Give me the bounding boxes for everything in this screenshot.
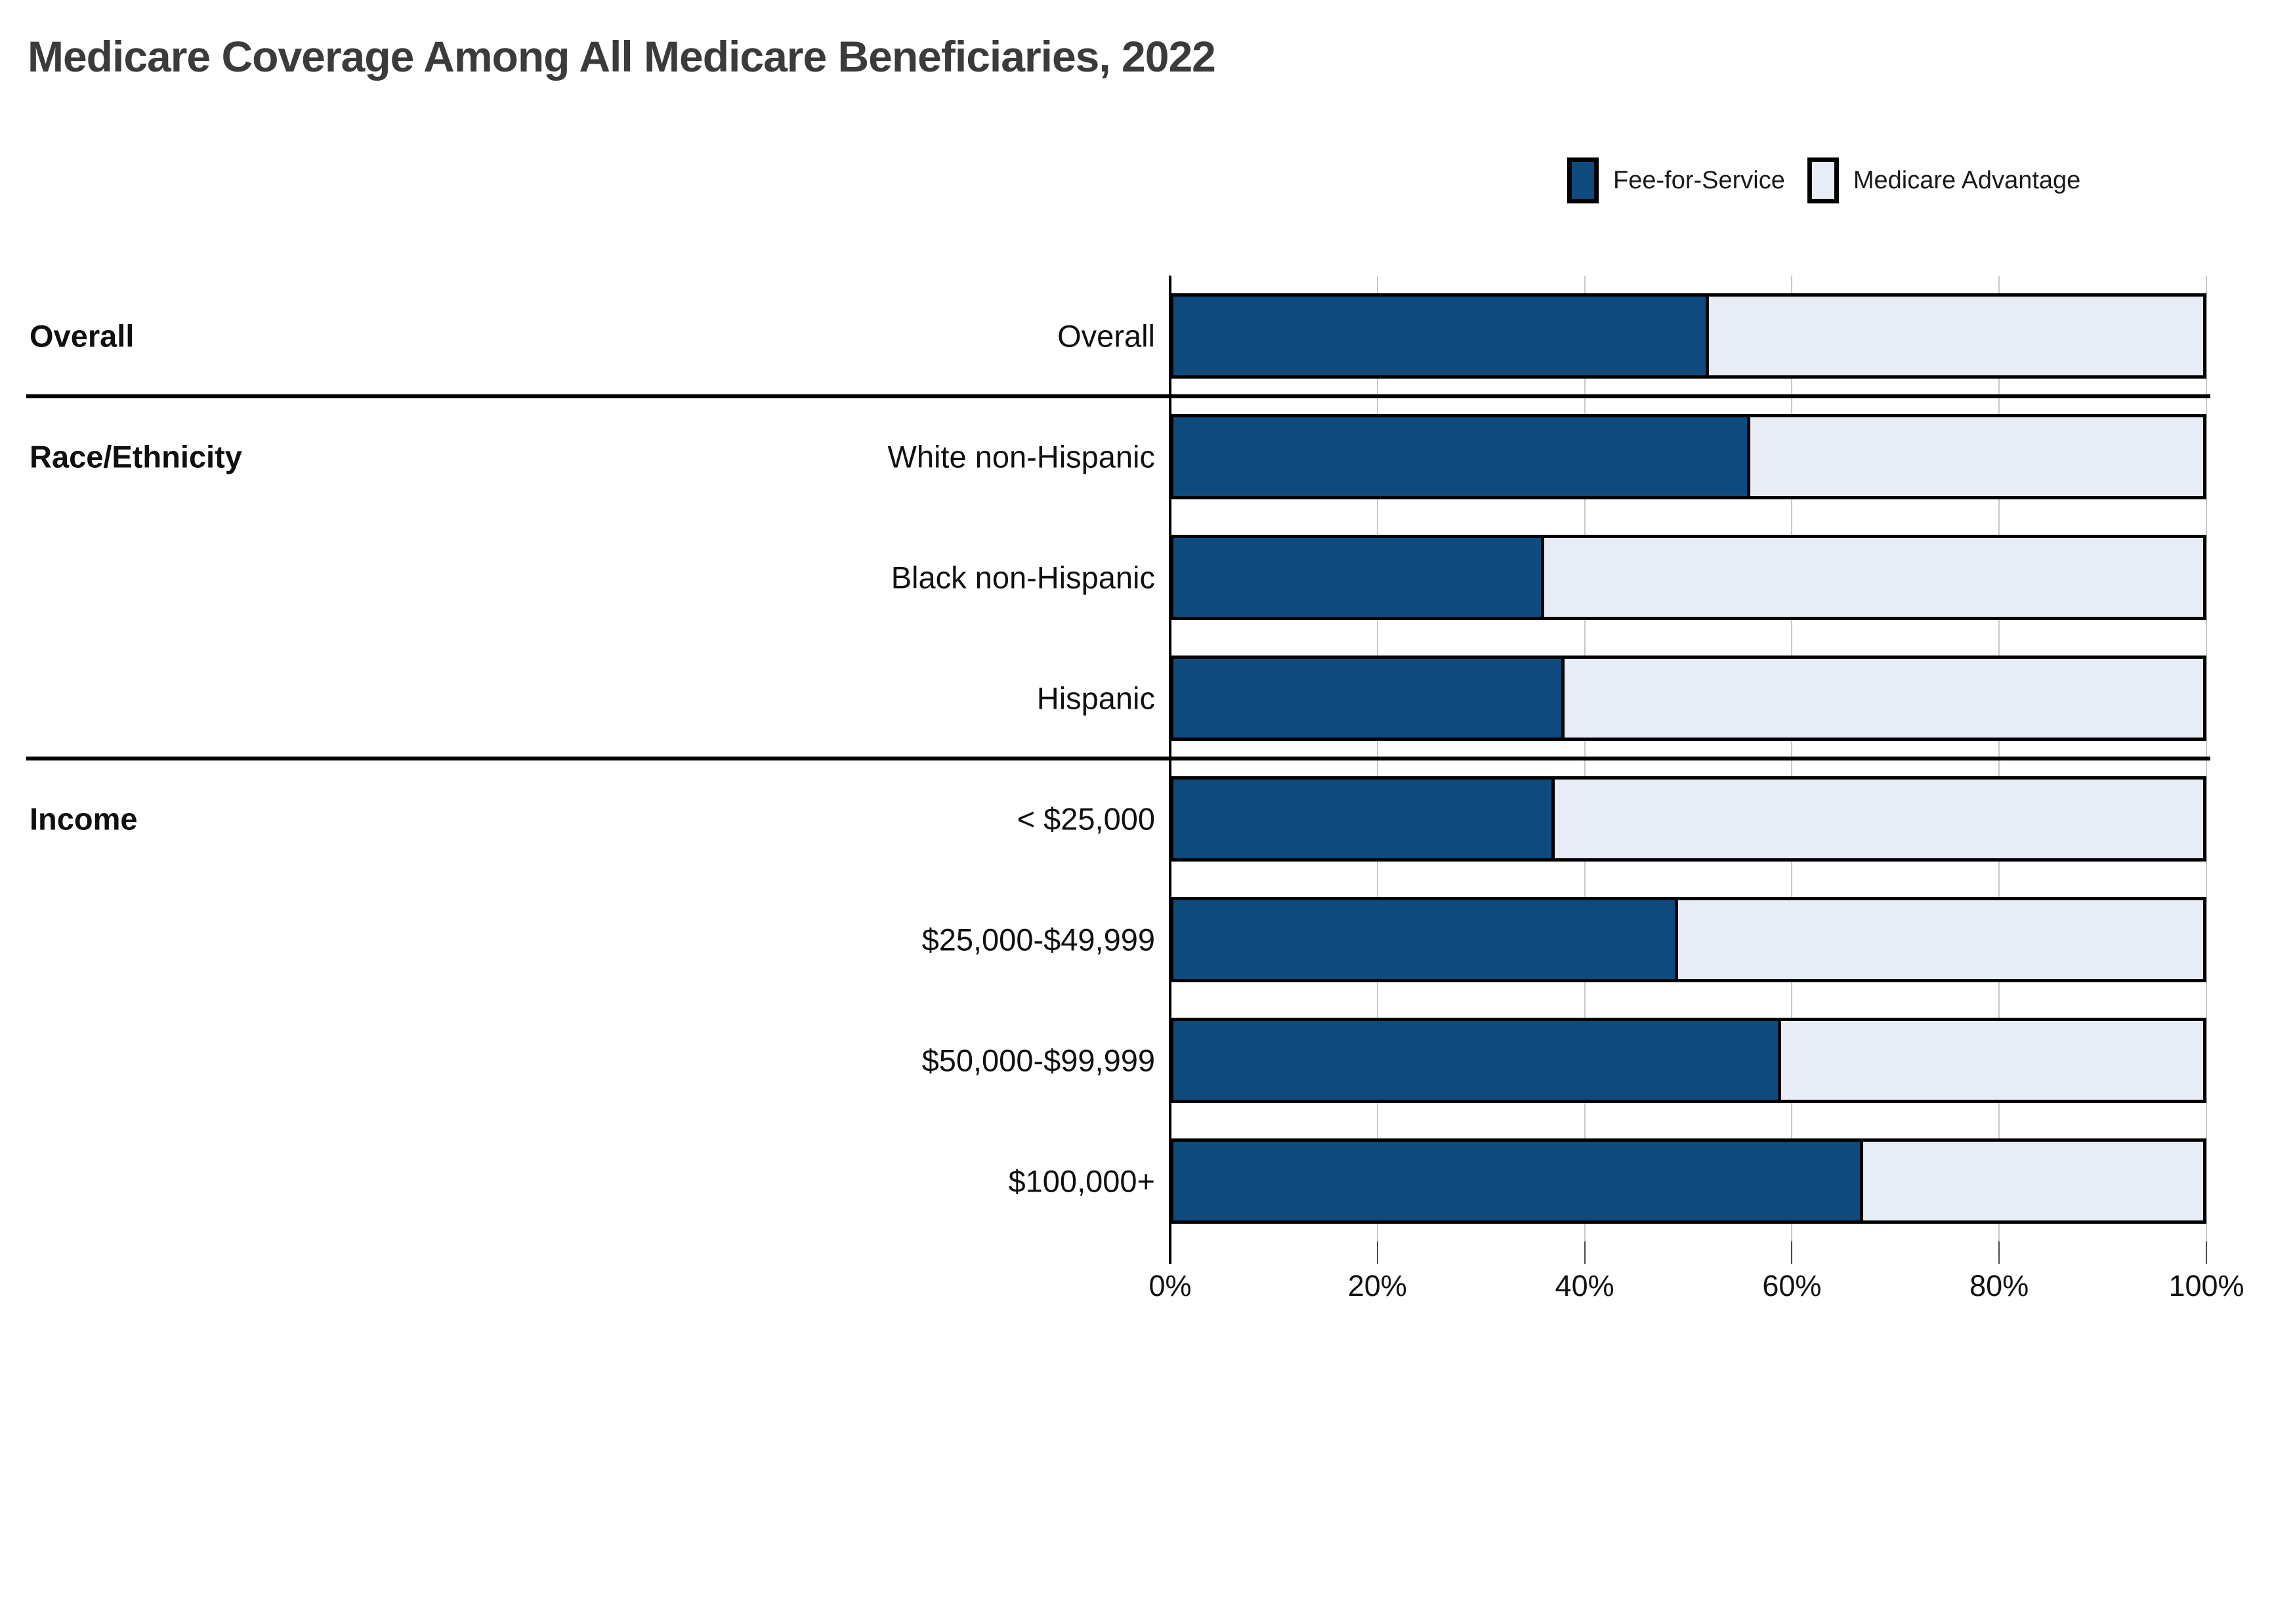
- legend-swatch-fee-for-service-icon: [1567, 157, 1599, 203]
- group-label-overall: Overall: [30, 318, 135, 354]
- bar-segment-medicare-advantage[interactable]: [1677, 900, 2203, 979]
- section-divider: [26, 757, 2210, 760]
- axis-tick-label-40: 40%: [1555, 1269, 1614, 1302]
- bar-segment-fee-for-service[interactable]: [1173, 900, 1678, 979]
- legend-swatch-medicare-advantage-icon: [1807, 157, 1839, 203]
- row-label: Overall: [1057, 318, 1155, 354]
- axis-tick-100: [2206, 1241, 2207, 1264]
- legend: Fee-for-Service Medicare Advantage: [1567, 157, 2080, 203]
- y-axis-line: [1169, 276, 1171, 1264]
- axis-tick-label-0: 0%: [1148, 1269, 1192, 1302]
- bar-segment-fee-for-service[interactable]: [1173, 659, 1565, 738]
- axis-tick-40: [1584, 1241, 1586, 1264]
- axis-tick-label-60: 60%: [1762, 1269, 1822, 1302]
- row-label: White non-Hispanic: [887, 439, 1155, 474]
- axis-tick-60: [1791, 1241, 1793, 1264]
- bar-row: [1170, 776, 2206, 862]
- axis-tick-20: [1376, 1241, 1378, 1264]
- row-label: $50,000-$99,999: [921, 1043, 1155, 1078]
- row-label: $100,000+: [1008, 1163, 1155, 1199]
- bar-row: [1170, 1018, 2206, 1103]
- bar-row: [1170, 656, 2206, 741]
- bar-segment-fee-for-service[interactable]: [1173, 417, 1750, 496]
- legend-label-medicare-advantage: Medicare Advantage: [1853, 166, 2081, 194]
- row-label: < $25,000: [1017, 801, 1155, 837]
- bar-segment-medicare-advantage[interactable]: [1750, 417, 2203, 496]
- bar-row: [1170, 414, 2206, 499]
- group-label-income: Income: [30, 801, 138, 837]
- bar-row: [1170, 1138, 2206, 1224]
- section-divider: [26, 394, 2210, 398]
- group-label-race-ethnicity: Race/Ethnicity: [30, 439, 242, 474]
- row-label: Hispanic: [1036, 680, 1155, 716]
- axis-tick-label-100: 100%: [2168, 1269, 2244, 1302]
- bar-row: [1170, 293, 2206, 379]
- legend-label-fee-for-service: Fee-for-Service: [1613, 166, 1785, 194]
- axis-tick-label-80: 80%: [1969, 1269, 2029, 1302]
- chart-title: Medicare Coverage Among All Medicare Ben…: [28, 32, 1216, 81]
- bar-segment-medicare-advantage[interactable]: [1565, 659, 2203, 738]
- bar-segment-medicare-advantage[interactable]: [1863, 1142, 2203, 1220]
- bar-segment-medicare-advantage[interactable]: [1708, 297, 2203, 375]
- bar-segment-fee-for-service[interactable]: [1173, 538, 1544, 617]
- legend-item-fee-for-service[interactable]: Fee-for-Service: [1567, 157, 1785, 203]
- legend-item-medicare-advantage[interactable]: Medicare Advantage: [1807, 157, 2080, 203]
- axis-tick-80: [1998, 1241, 2000, 1264]
- bar-segment-medicare-advantage[interactable]: [1544, 538, 2203, 617]
- row-label: $25,000-$49,999: [921, 922, 1155, 957]
- bar-segment-medicare-advantage[interactable]: [1554, 780, 2203, 858]
- bar-segment-medicare-advantage[interactable]: [1780, 1021, 2203, 1100]
- axis-tick-label-20: 20%: [1347, 1269, 1407, 1302]
- bar-row: [1170, 535, 2206, 620]
- row-label: Black non-Hispanic: [891, 560, 1155, 595]
- bar-segment-fee-for-service[interactable]: [1173, 1142, 1864, 1220]
- bar-row: [1170, 897, 2206, 982]
- bar-segment-fee-for-service[interactable]: [1173, 1021, 1781, 1100]
- bar-segment-fee-for-service[interactable]: [1173, 780, 1555, 858]
- bar-segment-fee-for-service[interactable]: [1173, 297, 1709, 375]
